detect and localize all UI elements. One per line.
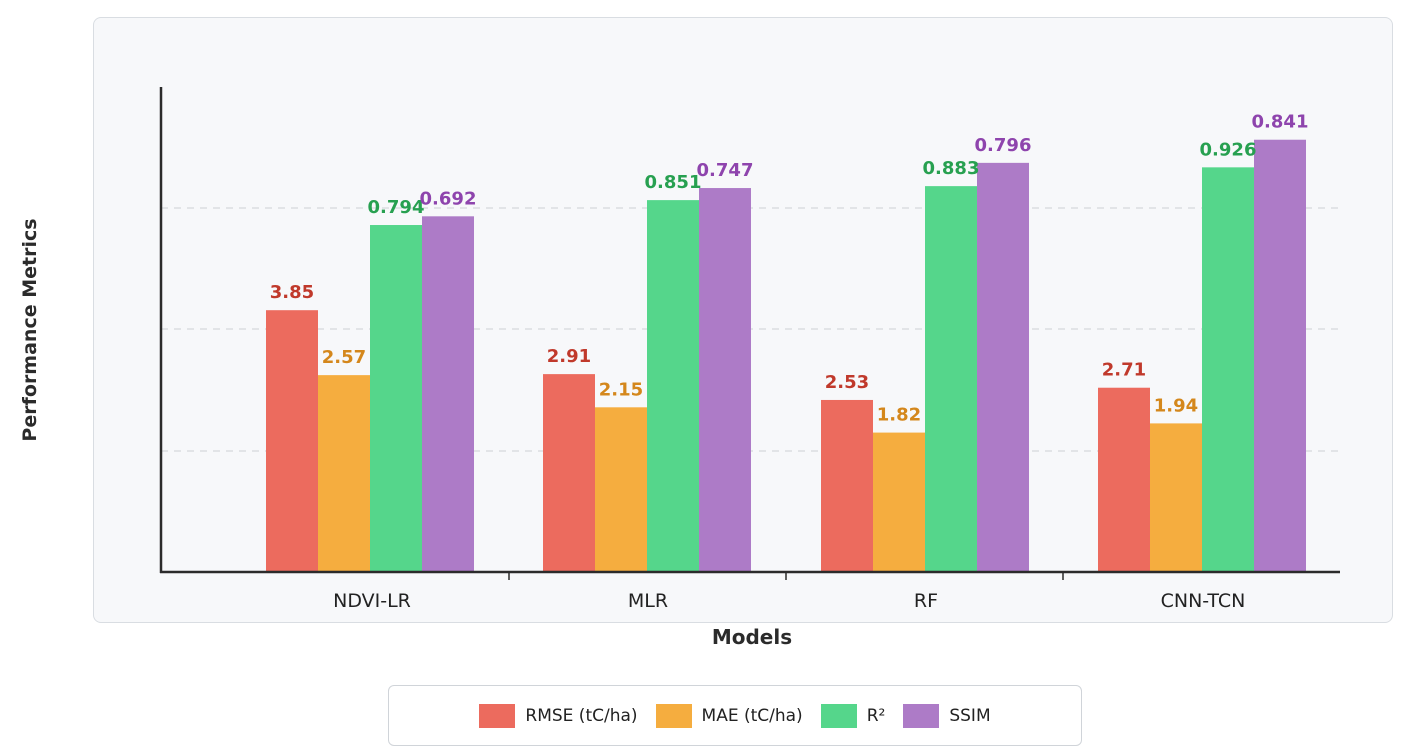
bar-ndvi-lr-0 bbox=[266, 310, 318, 572]
data-label: 0.841 bbox=[1252, 112, 1309, 133]
legend-item[interactable]: RMSE (tC/ha) bbox=[479, 703, 638, 728]
bar-rf-2 bbox=[925, 186, 977, 572]
x-tick-label: NDVI-LR bbox=[333, 590, 411, 612]
data-label: 0.796 bbox=[975, 135, 1032, 156]
data-label: 2.71 bbox=[1102, 360, 1146, 381]
legend-swatch bbox=[655, 703, 692, 728]
legend-swatch bbox=[479, 703, 516, 728]
bar-cnn-tcn-3 bbox=[1254, 139, 1306, 572]
legend-label: MAE (tC/ha) bbox=[701, 705, 803, 726]
bar-ndvi-lr-3 bbox=[422, 216, 474, 572]
bar-rf-3 bbox=[977, 162, 1029, 572]
legend-item[interactable]: R² bbox=[820, 703, 886, 728]
bar-mlr-3 bbox=[699, 188, 751, 573]
data-label: 0.851 bbox=[645, 172, 702, 193]
data-label: 2.53 bbox=[825, 372, 869, 393]
data-label: 2.15 bbox=[599, 379, 643, 400]
legend-item[interactable]: MAE (tC/ha) bbox=[655, 703, 803, 728]
bar-cnn-tcn-1 bbox=[1150, 423, 1202, 572]
data-label: 2.57 bbox=[322, 347, 366, 368]
legend-label: R² bbox=[866, 705, 886, 726]
data-label: 3.85 bbox=[270, 282, 314, 303]
x-tick-label: CNN-TCN bbox=[1161, 590, 1246, 612]
x-axis-label: Models bbox=[711, 625, 793, 649]
x-tick-label: MLR bbox=[628, 590, 668, 612]
legend-label: RMSE (tC/ha) bbox=[525, 705, 638, 726]
bar-mlr-0 bbox=[543, 374, 595, 572]
bar-mlr-2 bbox=[647, 200, 699, 572]
data-label: 0.692 bbox=[420, 188, 477, 209]
data-label: 0.794 bbox=[368, 197, 425, 218]
data-label: 1.82 bbox=[877, 405, 921, 426]
bar-ndvi-lr-2 bbox=[370, 225, 422, 572]
bar-ndvi-lr-1 bbox=[318, 375, 370, 572]
bar-mlr-1 bbox=[595, 407, 647, 572]
data-label: 1.94 bbox=[1154, 395, 1198, 416]
legend: RMSE (tC/ha) MAE (tC/ha) R² SSIM bbox=[388, 685, 1082, 746]
y-axis-label: Performance Metrics bbox=[19, 218, 41, 442]
x-tick-label: RF bbox=[914, 590, 938, 612]
legend-swatch bbox=[820, 703, 857, 728]
data-label: 0.747 bbox=[697, 160, 754, 181]
bar-cnn-tcn-0 bbox=[1098, 387, 1150, 572]
bar-cnn-tcn-2 bbox=[1202, 167, 1254, 572]
data-label: 2.91 bbox=[547, 346, 591, 367]
data-label: 0.926 bbox=[1200, 139, 1257, 160]
data-label: 0.883 bbox=[923, 158, 980, 179]
bar-rf-1 bbox=[873, 432, 925, 572]
bar-rf-0 bbox=[821, 399, 873, 572]
legend-label: SSIM bbox=[949, 705, 991, 726]
legend-swatch bbox=[903, 703, 940, 728]
legend-item[interactable]: SSIM bbox=[903, 703, 991, 728]
